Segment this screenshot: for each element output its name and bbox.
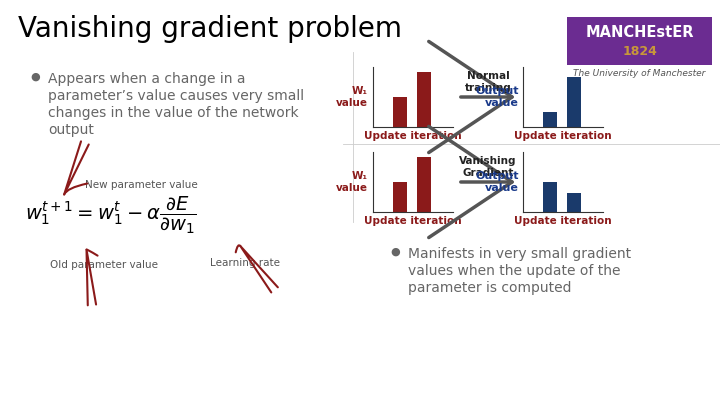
Text: values when the update of the: values when the update of the [408,264,621,278]
Text: Update iteration: Update iteration [364,131,462,141]
Text: ●: ● [390,247,400,257]
Text: changes in the value of the network: changes in the value of the network [48,106,299,120]
Text: New parameter value: New parameter value [85,180,198,190]
Bar [393,181,408,212]
Text: Old parameter value: Old parameter value [50,260,158,270]
Bar [567,193,582,212]
Text: Appears when a change in a: Appears when a change in a [48,72,246,86]
Bar [567,77,582,127]
Text: Output
value: Output value [475,86,519,108]
Text: $w_1^{t+1} = w_1^t - \alpha\dfrac{\partial E}{\partial w_1}$: $w_1^{t+1} = w_1^t - \alpha\dfrac{\parti… [25,195,197,237]
Text: Normal
training: Normal training [464,71,511,93]
Text: Update iteration: Update iteration [514,216,612,226]
Text: Update iteration: Update iteration [364,216,462,226]
Text: output: output [48,123,94,137]
Text: Vanishing
Gradient: Vanishing Gradient [459,156,517,178]
Text: The University of Manchester: The University of Manchester [573,70,706,79]
Text: parameter’s value causes very small: parameter’s value causes very small [48,89,304,103]
Text: Manifests in very small gradient: Manifests in very small gradient [408,247,631,261]
Bar [567,17,712,65]
Bar [543,111,557,127]
Bar [417,72,431,127]
Text: W₁
value: W₁ value [336,86,368,108]
Bar [417,157,431,212]
Bar [393,97,408,127]
Text: Vanishing gradient problem: Vanishing gradient problem [18,15,402,43]
Text: MANCHEstER: MANCHEstER [585,26,694,40]
Text: Learning rate: Learning rate [210,258,280,268]
Text: Update iteration: Update iteration [514,131,612,141]
Bar [543,181,557,212]
Text: W₁
value: W₁ value [336,171,368,193]
Text: Output
value: Output value [475,171,519,193]
Text: ●: ● [30,72,40,82]
Text: 1824: 1824 [622,45,657,58]
Text: parameter is computed: parameter is computed [408,281,572,295]
